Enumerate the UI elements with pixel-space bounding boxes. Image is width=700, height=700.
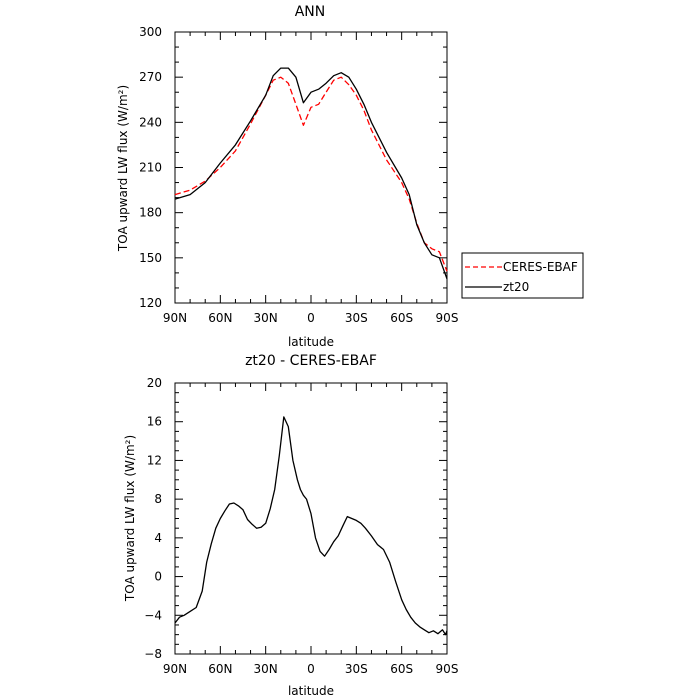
bottom-chart-title: zt20 - CERES-EBAF <box>245 353 377 369</box>
top-y-tick-label: 120 <box>139 296 162 310</box>
top-y-tick-label: 210 <box>139 161 162 175</box>
top-x-tick-label: 30S <box>345 311 368 325</box>
bottom-series-line-difference <box>174 416 448 636</box>
bottom-x-tick-label: 60S <box>390 662 413 676</box>
bottom-x-tick-label: 90N <box>163 662 187 676</box>
bottom-x-tick-label: 30N <box>254 662 278 676</box>
bottom-plot-frame <box>174 382 448 655</box>
top-x-tick-label: 60S <box>390 311 413 325</box>
bottom-x-tick-label: 0 <box>307 662 315 676</box>
bottom-y-tick-label: 20 <box>147 376 162 390</box>
top-chart-title: ANN <box>295 4 326 20</box>
legend-label-zt20: zt20 <box>503 280 529 294</box>
top-y-tick-label: 150 <box>139 251 162 265</box>
top-y-axis-label: TOA upward LW flux (W/m²) <box>116 85 130 252</box>
legend-label-ceres: CERES-EBAF <box>503 260 578 274</box>
bottom-y-tick-label: −4 <box>144 608 162 622</box>
top-x-axis-label: latitude <box>288 335 334 349</box>
bottom-x-axis-label: latitude <box>288 684 334 698</box>
legend: CERES-EBAF zt20 <box>461 252 584 299</box>
top-y-tick-label: 300 <box>139 25 162 39</box>
top-x-tick-label: 90S <box>436 311 459 325</box>
bottom-x-tick-label: 30S <box>345 662 368 676</box>
top-series-line-zt20 <box>174 67 448 280</box>
bottom-y-tick-label: 4 <box>154 531 162 545</box>
bottom-y-tick-label: −8 <box>144 647 162 661</box>
bottom-y-axis-label: TOA upward LW flux (W/m²) <box>123 435 137 602</box>
top-x-tick-label: 30N <box>254 311 278 325</box>
top-panel: ANN 90N 60N 30N 0 30S 60S 90S 120 150 180 210 240 27… <box>116 4 584 349</box>
top-x-tick-label: 90N <box>163 311 187 325</box>
bottom-y-tick-label: 0 <box>154 570 162 584</box>
top-y-tick-label: 240 <box>139 115 162 129</box>
bottom-y-tick-label: 8 <box>154 492 162 506</box>
top-x-tick-label: 0 <box>307 311 315 325</box>
legend-box <box>461 252 584 299</box>
top-y-tick-label: 270 <box>139 70 162 84</box>
top-series-line-ceres-ebaf <box>174 76 448 272</box>
bottom-panel: zt20 - CERES-EBAF 90N 60N 30N 0 30S 60S 90S −8 −… <box>123 353 458 698</box>
top-y-tick-label: 180 <box>139 206 162 220</box>
bottom-y-tick-label: 12 <box>147 453 162 467</box>
bottom-x-tick-label: 90S <box>436 662 459 676</box>
bottom-x-tick-label: 60N <box>208 662 232 676</box>
bottom-y-tick-label: 16 <box>147 415 162 429</box>
top-x-tick-label: 60N <box>208 311 232 325</box>
top-plot-frame <box>174 31 448 304</box>
